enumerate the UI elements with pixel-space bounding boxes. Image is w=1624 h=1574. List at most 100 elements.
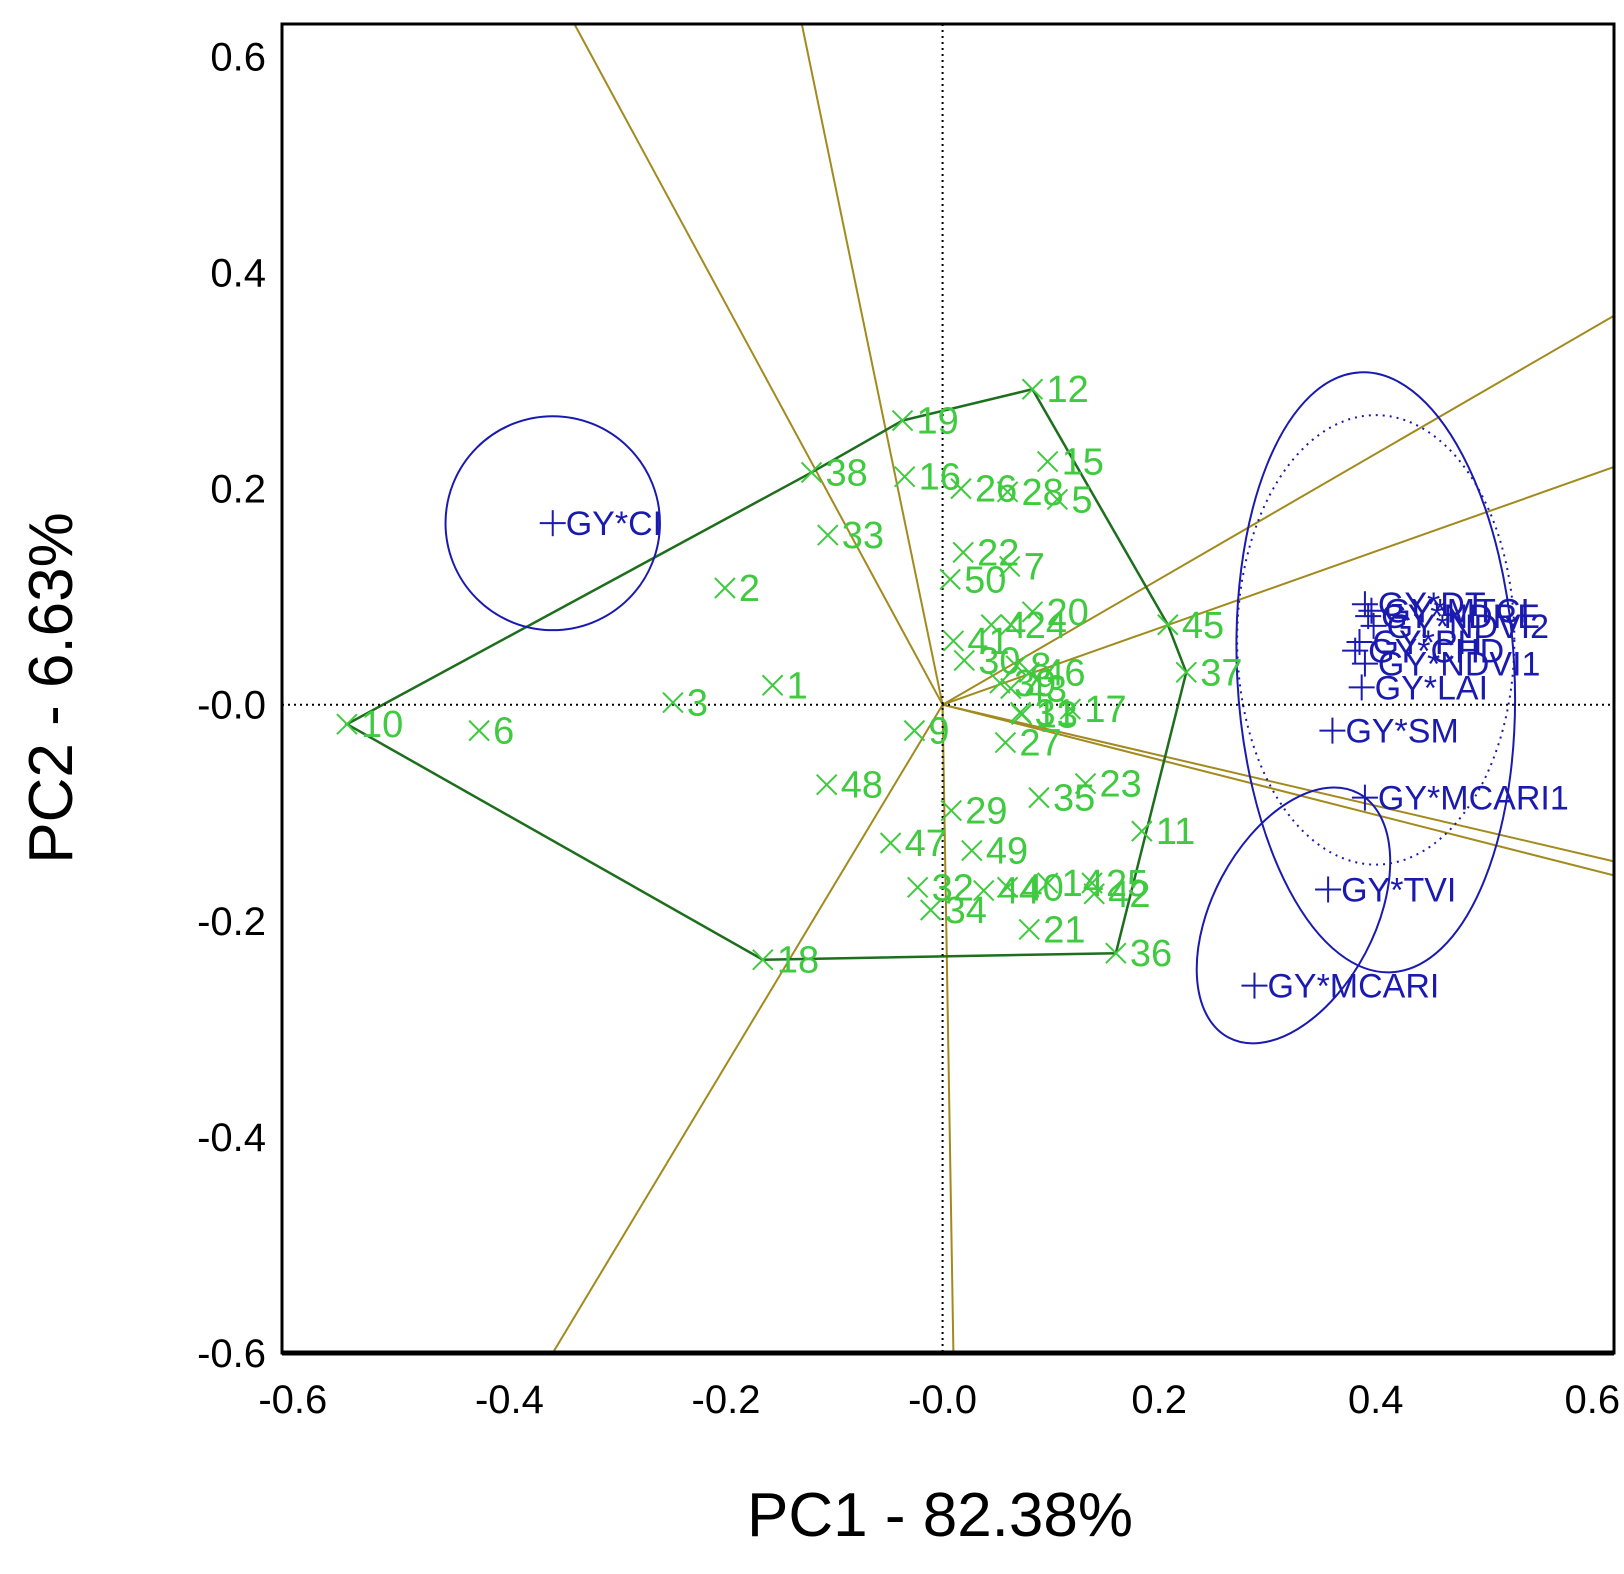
x-marker [942,630,965,652]
x-marker [1000,677,1022,700]
genotype-label-42: 42 [1108,874,1150,916]
genotype-point-12: 12 [1021,369,1089,411]
y-tick-label: -0.4 [197,1116,266,1160]
x-tick-label: -0.2 [692,1378,761,1422]
genotype-label-45: 45 [1182,605,1224,647]
x-marker [919,899,942,921]
x-marker [1059,698,1082,720]
genotype-point-28: 28 [996,472,1064,514]
genotype-point-37: 37 [1175,652,1243,694]
genotype-point-20: 20 [1021,592,1089,634]
genotype-point-24: 24 [1000,605,1067,647]
sector-ray-3 [942,314,1614,706]
x-marker [1157,614,1179,636]
x-marker [999,555,1021,578]
x-marker [800,461,823,484]
genotype-label-48: 48 [841,765,883,807]
y-tick-label: -0.0 [197,684,266,728]
x-tick-label: -0.0 [908,1378,977,1422]
environment-label: GY*SM [1345,713,1458,751]
genotype-point-29: 29 [940,791,1008,833]
genotype-point-38: 38 [800,452,868,494]
x-marker [961,839,983,862]
x-marker [996,481,1019,503]
environment-point: GY*NDRE [1355,598,1540,636]
genotype-label-7: 7 [1024,546,1045,588]
x-marker [1036,450,1059,473]
genotype-label-6: 6 [493,711,514,753]
genotype-point-21: 21 [1018,909,1086,951]
x-marker [1018,661,1040,683]
genotype-label-37: 37 [1200,652,1242,694]
x-marker [1005,655,1027,677]
y-tick-label: -0.2 [197,900,266,944]
genotype-point-10: 10 [336,704,403,746]
x-marker [953,649,975,672]
y-tick-label: 0.6 [210,35,266,79]
x-marker [752,948,774,971]
genotype-label-18: 18 [777,940,819,982]
genotype-label-44: 44 [998,871,1040,913]
x-marker [817,524,839,546]
x-tick-label: -0.4 [475,1378,544,1422]
x-marker [980,614,1003,636]
genotype-point-50: 50 [939,559,1006,601]
genotype-label-30: 30 [978,640,1020,682]
genotype-point-7: 7 [999,546,1045,588]
plot-frame [280,22,1616,1356]
genotype-point-48: 48 [816,765,883,807]
x-marker [893,466,916,488]
x-tick-label: 0.6 [1565,1378,1621,1422]
x-marker [468,719,490,742]
genotype-point-36: 36 [1105,933,1172,975]
genotype-point-44: 44 [973,871,1040,913]
y-axis-title: PC2 - 6.63% [17,512,86,864]
reference-lines [282,24,1614,1353]
y-tick-label: 0.2 [210,468,266,512]
environment-point: GY*NDVI1 [1351,646,1540,684]
genotype-point-30: 30 [953,640,1021,682]
genotype-label-47: 47 [905,823,947,865]
environment-point: GY*PH [1346,624,1482,662]
x-marker [1046,488,1069,511]
environment-point: GY*MCARI1 [1351,780,1569,818]
x-marker [891,409,914,432]
x-marker [952,541,974,564]
x-marker [1105,942,1127,964]
genotype-label-19: 19 [917,401,959,443]
axis-ticks: -0.6 -0.4 -0.2 -0.0 0.2 0.4 0.6 0.6 0.4 0.2 -0.0 -0… [197,35,1620,1422]
genotype-point-18: 18 [752,940,819,982]
environment-point: GY*MTCI [1358,593,1530,631]
genotype-point-15: 15 [1036,442,1104,484]
x-marker [1175,661,1197,683]
genotype-point-49: 49 [961,831,1028,873]
genotype-point-6: 6 [468,711,514,753]
sector-ray-4 [942,466,1614,706]
x-marker [903,719,926,742]
y-tick-label: 0.4 [210,252,266,296]
environment-label: GY*MCARI1 [1378,780,1569,818]
genotype-label-1: 1 [787,665,808,707]
genotype-point-1: 1 [761,665,808,707]
genotype-label-46: 46 [1043,652,1085,694]
genotype-point-41: 41 [942,621,1010,663]
x-marker [1131,820,1153,842]
genotype-label-16: 16 [919,457,961,499]
x-tick-label: 0.4 [1348,1378,1404,1422]
x-marker [1083,883,1105,905]
x-tick-label: -0.6 [258,1378,327,1422]
x-marker [761,674,784,696]
x-tick-label: 0.2 [1131,1378,1187,1422]
genotype-point-42: 42 [1083,874,1150,916]
sector-ray-7 [941,704,955,1353]
x-marker [994,731,1017,754]
genotype-label-12: 12 [1046,369,1088,411]
x-marker [1000,614,1022,636]
environment-point: GY*DT [1351,586,1486,624]
x-marker [950,477,972,500]
genotype-label-10: 10 [361,704,403,746]
genotype-label-27: 27 [1019,723,1061,765]
ellipse-4 [1195,786,1392,1045]
genotype-point-9: 9 [903,711,950,753]
